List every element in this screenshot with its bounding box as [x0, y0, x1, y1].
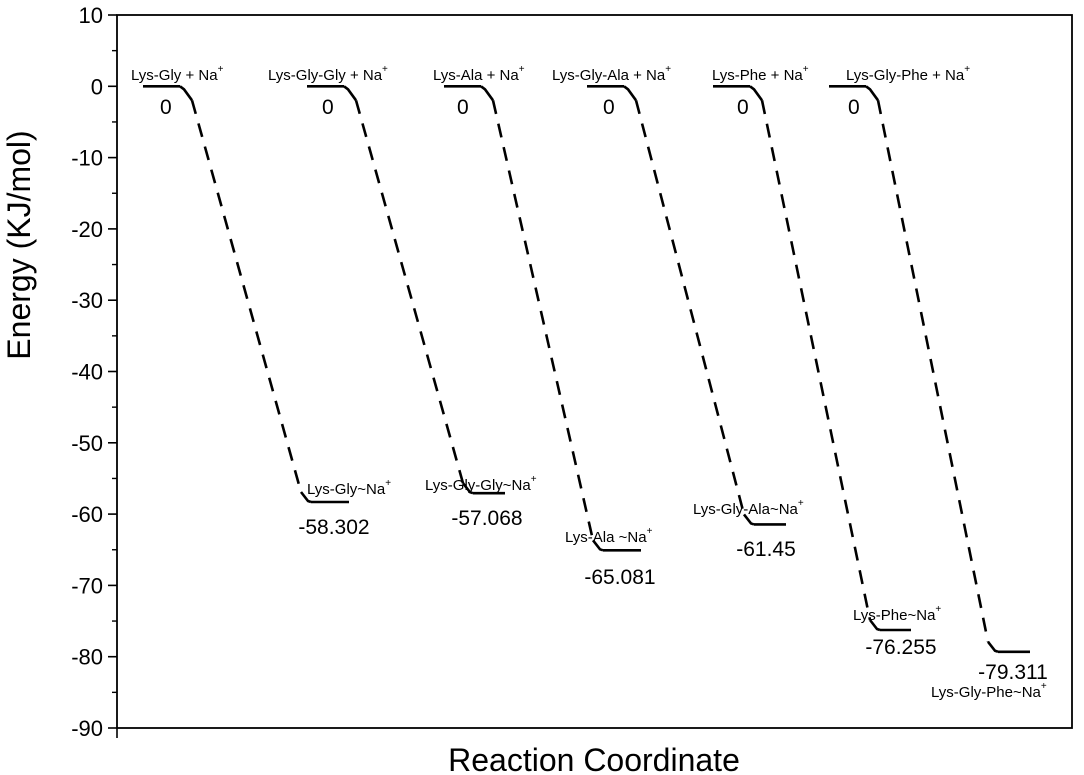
reactant-value: 0	[457, 96, 469, 119]
y-axis: 10 0 -10 -20 -30 -40 -50 -60 -70 -80 -90	[71, 3, 118, 741]
y-tick-label: 0	[91, 74, 103, 99]
product-label: Lys-Phe~Na+	[853, 604, 941, 624]
y-tick-label: -50	[71, 431, 103, 456]
connector-end	[742, 513, 755, 526]
product-label: Lys-Gly-Ala~Na+	[693, 498, 804, 518]
connector-start	[749, 85, 764, 102]
reactant-label: Lys-Gly-Phe + Na+	[846, 64, 970, 84]
reactant-label: Lys-Gly-Gly + Na+	[268, 64, 388, 84]
x-axis-title: Reaction Coordinate	[448, 742, 740, 775]
reactant-label: Lys-Ala + Na+	[433, 64, 525, 84]
y-tick-label: -40	[71, 360, 103, 385]
reaction-path	[760, 100, 872, 621]
pathway-2: Lys-Gly-Gly + Na+ 0 Lys-Gly-Gly~Na+ -57.068	[268, 64, 537, 530]
connector-start	[480, 85, 495, 102]
reaction-path	[634, 99, 746, 515]
reaction-path	[354, 99, 465, 484]
pathway-5: Lys-Phe + Na+ 0 Lys-Phe~Na+ -76.255	[712, 64, 941, 659]
y-tick-label: -70	[71, 573, 103, 598]
reaction-path	[190, 99, 303, 493]
reaction-path	[876, 100, 990, 643]
pathway-3: Lys-Ala + Na+ 0 Lys-Ala ~Na+ -65.081	[433, 64, 656, 589]
reactant-label: Lys-Phe + Na+	[712, 64, 809, 84]
product-label: Lys-Gly-Gly~Na+	[425, 474, 537, 494]
y-tick-label: -80	[71, 645, 103, 670]
y-tick-label: -60	[71, 502, 103, 527]
product-label: Lys-Gly~Na+	[307, 478, 391, 498]
reactant-label: Lys-Gly + Na+	[131, 64, 224, 84]
connector-start	[865, 85, 880, 102]
connector-start	[343, 85, 358, 102]
product-value: -57.068	[451, 507, 522, 530]
y-tick-label: -30	[71, 288, 103, 313]
connector-end	[986, 640, 999, 654]
pathway-1: Lys-Gly + Na+ 0 Lys-Gly~Na+ -58.302	[131, 64, 391, 539]
product-value: -79.311	[978, 661, 1048, 684]
reactant-label: Lys-Gly-Ala + Na+	[552, 64, 671, 84]
product-value: -58.302	[298, 516, 369, 539]
product-value: -61.45	[736, 538, 796, 561]
connector-start	[623, 85, 638, 102]
pathway-6: Lys-Gly-Phe + Na+ 0 Lys-Gly-Phe~Na+-79.311	[829, 64, 1048, 701]
connector-start	[179, 85, 194, 102]
connector-end	[299, 491, 312, 504]
plot-area: Lys-Gly + Na+0Lys-Gly~Na+-58.302Lys-Gly-…	[131, 64, 1048, 701]
reactant-value: 0	[603, 96, 615, 119]
product-label: Lys-Gly-Phe~Na+	[931, 681, 1047, 701]
connector-end	[461, 482, 474, 495]
y-tick-label: 10	[79, 3, 103, 28]
y-tick-label: -90	[71, 716, 103, 741]
y-tick-label: -20	[71, 217, 103, 242]
reactant-value: 0	[848, 96, 860, 119]
reactant-value: 0	[322, 96, 334, 119]
product-value: -76.255	[865, 636, 936, 659]
connector-end	[591, 539, 604, 552]
reactant-value: 0	[737, 96, 749, 119]
connector-end	[868, 619, 881, 632]
y-tick-label: -10	[71, 146, 103, 171]
y-axis-title: Energy (KJ/mol)	[1, 130, 37, 359]
reactant-value: 0	[160, 96, 172, 119]
reaction-path	[491, 100, 595, 541]
product-value: -65.081	[584, 566, 655, 589]
product-label: Lys-Ala ~Na+	[565, 526, 653, 546]
pathway-4: Lys-Gly-Ala + Na+ 0 Lys-Gly-Ala~Na+ -61.45	[552, 64, 804, 561]
